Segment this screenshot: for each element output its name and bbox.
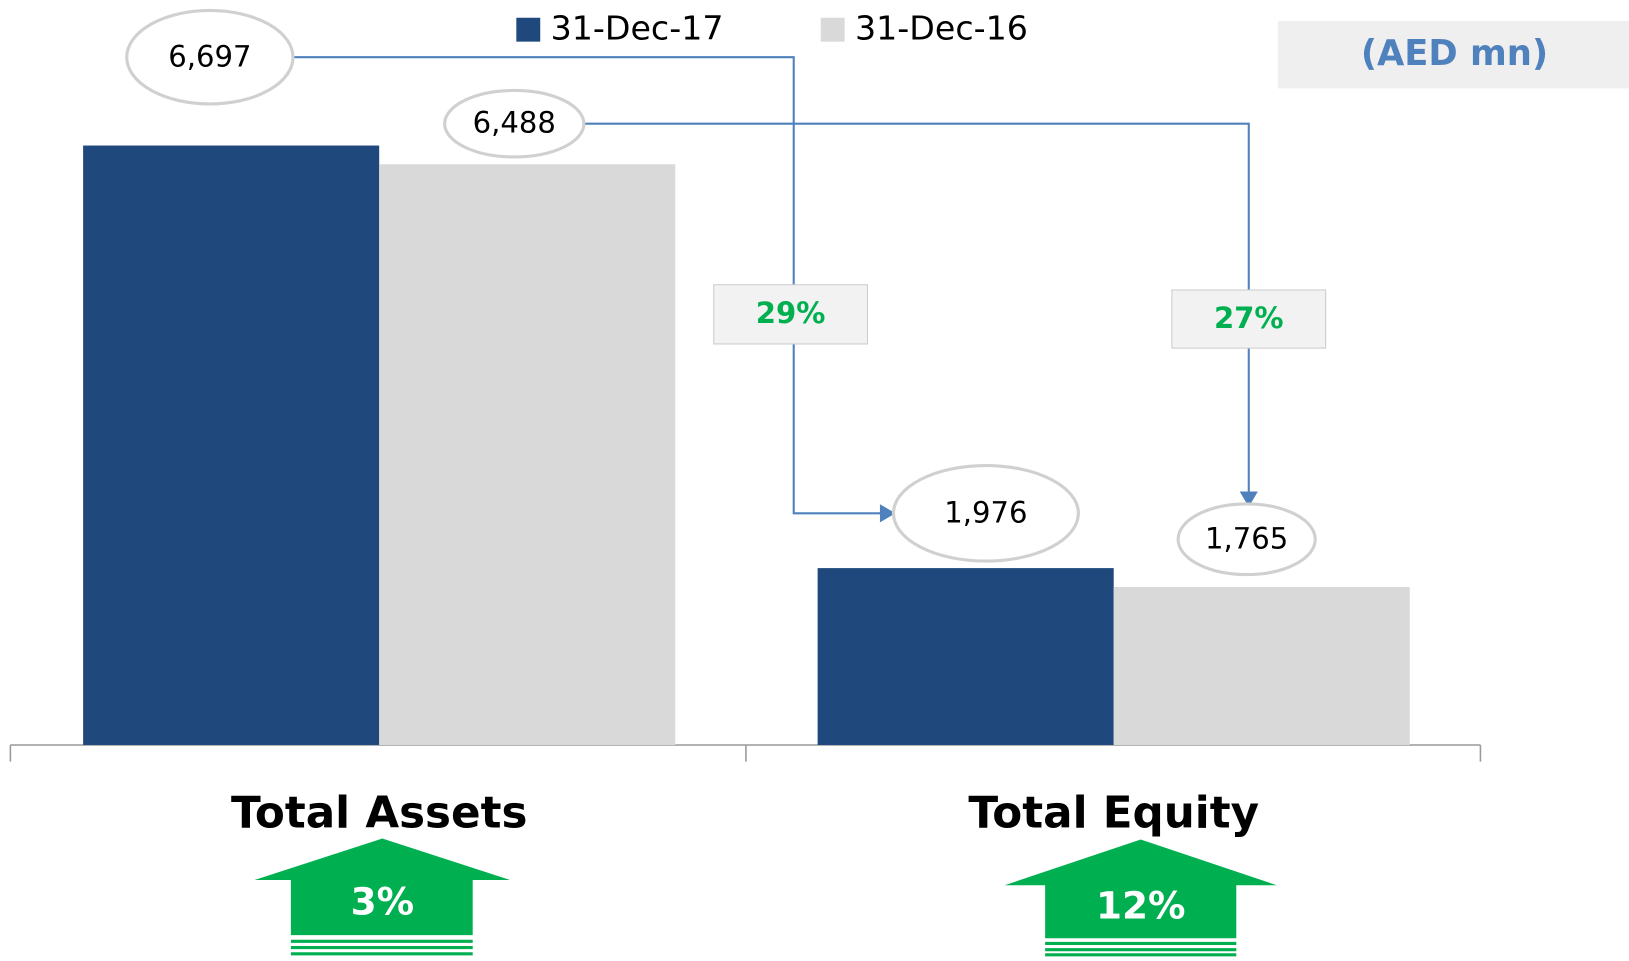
share-label: 29%	[756, 296, 826, 330]
category-label: Total Assets	[231, 789, 527, 839]
legend-label: 31-Dec-17	[551, 9, 724, 48]
category-label: Total Equity	[968, 789, 1259, 839]
arrow-head	[1239, 491, 1258, 508]
value-label: 6,488	[473, 106, 556, 140]
value-label: 1,976	[944, 495, 1027, 529]
bar	[379, 164, 676, 745]
growth-arrow: 12%	[1004, 839, 1277, 957]
legend-swatch	[516, 17, 541, 42]
axis-ticks	[9, 744, 1482, 762]
value-label-bubble	[125, 8, 295, 106]
share-box	[713, 284, 869, 345]
value-label-bubble	[891, 463, 1080, 563]
value-label: 1,765	[1205, 521, 1288, 555]
value-label-bubble	[1176, 502, 1317, 577]
legend-swatch	[820, 17, 845, 42]
connector	[583, 122, 1250, 493]
growth-label: 3%	[351, 879, 414, 923]
value-label: 6,697	[168, 39, 251, 73]
growth-label: 12%	[1096, 884, 1186, 928]
bar	[817, 568, 1114, 745]
unit-label: (AED mn)	[1361, 33, 1548, 74]
unit-box	[1277, 20, 1629, 89]
bar	[1113, 586, 1410, 745]
arrow-head	[879, 504, 896, 523]
share-label: 27%	[1214, 301, 1284, 335]
arrow-stripes	[1045, 941, 1237, 957]
value-label-bubble	[443, 88, 586, 159]
legend-label: 31-Dec-16	[855, 9, 1028, 48]
bar	[83, 145, 380, 745]
arrow-stripes	[290, 939, 473, 956]
arrow-shape	[1004, 839, 1277, 939]
share-box	[1171, 289, 1327, 349]
growth-arrow: 3%	[254, 838, 511, 956]
arrow-shape	[254, 838, 511, 936]
